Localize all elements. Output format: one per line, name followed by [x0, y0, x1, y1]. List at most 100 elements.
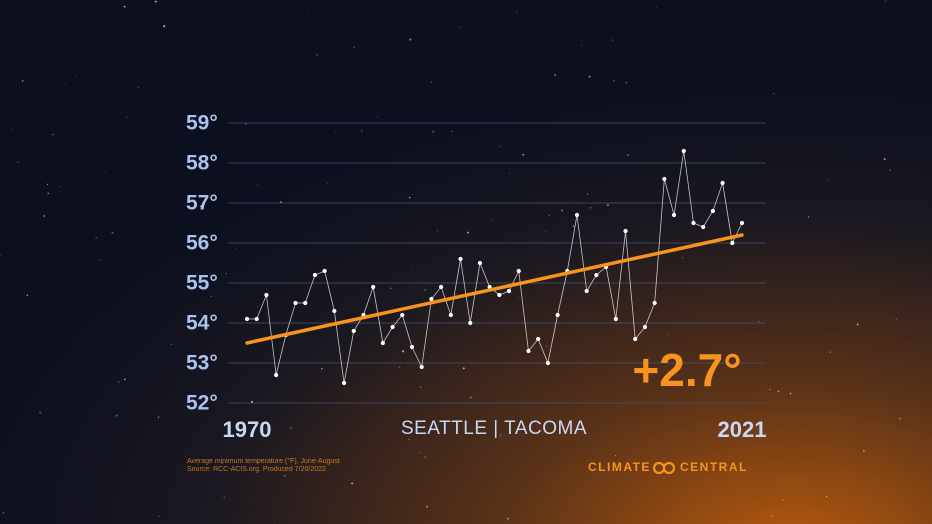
data-point: [400, 312, 405, 318]
star: [12, 128, 13, 129]
data-point: [380, 340, 385, 346]
data-point: [701, 224, 706, 230]
data-point: [545, 360, 550, 366]
star: [389, 287, 392, 290]
chart-title: SEATTLE | TACOMA: [401, 418, 587, 439]
star: [862, 449, 865, 452]
y-tick-label: 59°: [186, 112, 218, 135]
star: [467, 231, 470, 234]
star: [274, 522, 275, 524]
y-tick-label: 56°: [186, 232, 218, 255]
star: [199, 205, 202, 208]
star: [445, 216, 446, 218]
star: [370, 148, 371, 150]
annotation: +2.7°: [632, 344, 741, 396]
star: [424, 456, 427, 458]
data-point: [448, 312, 453, 318]
star: [456, 293, 458, 295]
data-point: [730, 240, 735, 246]
data-point: [720, 180, 725, 186]
star: [899, 417, 902, 420]
data-point: [613, 316, 618, 322]
star: [99, 259, 101, 261]
star: [65, 84, 67, 85]
data-point: [536, 336, 541, 342]
star: [771, 514, 774, 517]
data-point: [244, 316, 250, 322]
star: [614, 455, 616, 457]
data-point: [633, 336, 638, 342]
star: [158, 515, 160, 518]
star: [491, 493, 493, 495]
data-point: [468, 320, 473, 326]
star: [883, 158, 886, 161]
data-point: [662, 176, 667, 182]
star: [117, 380, 120, 383]
y-tick-label: 57°: [186, 192, 218, 215]
star: [351, 482, 353, 485]
data-point: [409, 344, 415, 350]
star: [315, 54, 318, 56]
data-point: [623, 228, 628, 234]
star: [321, 329, 322, 331]
data-point: [710, 208, 715, 214]
data-point: [681, 148, 686, 154]
data-point: [458, 256, 463, 262]
data-point: [594, 272, 599, 278]
y-tick-label: 58°: [186, 152, 218, 175]
star: [893, 269, 895, 270]
star: [71, 461, 73, 463]
star: [901, 467, 903, 469]
star: [462, 367, 465, 370]
star: [409, 38, 412, 41]
star: [256, 184, 258, 186]
star: [17, 161, 19, 164]
star: [613, 79, 615, 82]
star: [507, 517, 509, 520]
star: [625, 82, 628, 84]
data-point: [264, 292, 269, 298]
data-point: [516, 268, 521, 274]
star: [548, 214, 550, 216]
star: [221, 462, 224, 464]
star: [170, 344, 172, 346]
data-point: [274, 372, 279, 378]
star: [401, 350, 405, 353]
star: [26, 294, 29, 297]
data-point: [652, 300, 657, 306]
star: [561, 209, 563, 212]
data-point: [439, 284, 444, 290]
data-point: [691, 220, 696, 226]
star: [789, 392, 792, 395]
star: [111, 231, 114, 234]
data-point: [371, 284, 376, 290]
star: [46, 183, 49, 185]
star: [609, 3, 611, 5]
star: [163, 25, 166, 28]
star: [47, 192, 49, 195]
star: [95, 236, 98, 239]
star: [126, 116, 128, 118]
star: [522, 153, 525, 156]
star: [353, 46, 356, 49]
star: [667, 334, 669, 336]
y-tick-label: 55°: [186, 272, 218, 295]
star: [587, 193, 589, 195]
star: [889, 169, 891, 171]
data-point: [739, 220, 745, 226]
star: [675, 167, 676, 168]
data-point: [351, 328, 356, 334]
star: [829, 351, 831, 353]
star: [408, 438, 410, 440]
data-point: [477, 260, 483, 266]
star: [412, 264, 414, 266]
star: [307, 14, 309, 15]
star: [884, 0, 886, 2]
star: [588, 75, 591, 78]
star: [137, 87, 139, 89]
data-point: [497, 292, 502, 298]
data-point: [303, 300, 308, 306]
data-point: [526, 348, 531, 354]
